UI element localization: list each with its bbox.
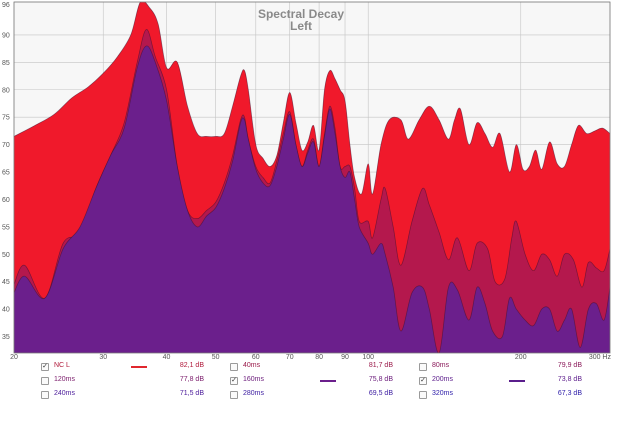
legend-value: 77,8 dB (179, 376, 204, 383)
y-tick-label: 55 (2, 224, 10, 231)
legend-checkbox[interactable]: ✓ (230, 377, 238, 385)
y-tick-label: 40 (2, 307, 10, 314)
series-areas (14, 2, 610, 353)
legend-item-280ms: 280ms 69,5 dB (227, 389, 415, 402)
legend-item-40ms: 40ms 81,7 dB (227, 361, 415, 374)
y-tick-label: 96 (2, 2, 10, 9)
legend-row: 120ms 77,8 dB ✓ 160ms 75,8 dB ✓ 200ms 73,8 dB (38, 375, 606, 388)
legend-item-120ms: 120ms 77,8 dB (38, 375, 226, 388)
legend-checkbox[interactable] (230, 363, 238, 371)
x-tick-label: 40 (163, 354, 171, 361)
plot-frame (13, 1, 611, 354)
x-tick-label: 20 (10, 354, 18, 361)
chart-subtitle: Left (290, 19, 312, 33)
x-tick-label: 90 (341, 354, 349, 361)
legend-checkbox[interactable]: ✓ (419, 377, 427, 385)
legend-value: 71,5 dB (179, 390, 204, 397)
x-tick-label: 60 (252, 354, 260, 361)
y-tick-label: 70 (2, 142, 10, 149)
legend-checkbox[interactable] (41, 391, 49, 399)
series-outline-nc-l (14, 2, 610, 195)
y-tick-label: 35 (2, 334, 10, 341)
series-area-160ms (14, 45, 610, 353)
x-tick-label: 200 (515, 354, 527, 361)
legend-value: 69,5 dB (368, 390, 393, 397)
legend-item-200ms: ✓ 200ms 73,8 dB (416, 375, 604, 388)
x-tick-label: 70 (286, 354, 294, 361)
legend-label: 280ms (243, 390, 265, 397)
legend-label: 120ms (54, 376, 76, 383)
y-tick-label: 90 (2, 32, 10, 39)
y-tick-label: 50 (2, 252, 10, 259)
legend-panel: ✓ NC L 82,1 dB 40ms 81,7 dB 80ms 79,9 dB 120ms 7… (38, 361, 606, 401)
x-tick-label: 50 (212, 354, 220, 361)
y-tick-label: 65 (2, 170, 10, 177)
legend-checkbox[interactable] (419, 363, 427, 371)
y-tick-label: 45 (2, 279, 10, 286)
legend-value: 82,1 dB (179, 362, 204, 369)
legend-label: 200ms (432, 376, 454, 383)
legend-checkbox[interactable] (230, 391, 238, 399)
x-tick-label: 80 (315, 354, 323, 361)
legend-item-160ms: ✓ 160ms 75,8 dB (227, 375, 415, 388)
series-outline-160ms (14, 45, 610, 353)
legend-value: 81,7 dB (368, 362, 393, 369)
chart-title: Spectral Decay (258, 7, 344, 21)
legend-swatch (131, 366, 147, 368)
legend-label: 80ms (432, 362, 450, 369)
legend-row: ✓ NC L 82,1 dB 40ms 81,7 dB 80ms 79,9 dB (38, 361, 606, 374)
legend-label: 240ms (54, 390, 76, 397)
legend-item-320ms: 320ms 67,3 dB (416, 389, 604, 402)
y-tick-label: 85 (2, 60, 10, 67)
x-tick-label: 100 (362, 354, 374, 361)
legend-swatch (509, 380, 525, 382)
legend-item-240ms: 240ms 71,5 dB (38, 389, 226, 402)
legend-label: 320ms (432, 390, 454, 397)
x-tick-label: 30 (99, 354, 107, 361)
legend-value: 67,3 dB (557, 390, 582, 397)
legend-row: 240ms 71,5 dB 280ms 69,5 dB 320ms 67,3 dB (38, 389, 606, 402)
legend-label: 160ms (243, 376, 265, 383)
legend-label: 40ms (243, 362, 261, 369)
legend-checkbox[interactable] (419, 391, 427, 399)
legend-item-nc-l: ✓ NC L 82,1 dB (38, 361, 226, 374)
y-tick-label: 60 (2, 197, 10, 204)
y-tick-label: 75 (2, 115, 10, 122)
legend-value: 75,8 dB (368, 376, 393, 383)
y-tick-label: 80 (2, 87, 10, 94)
legend-value: 79,9 dB (557, 362, 582, 369)
legend-checkbox[interactable]: ✓ (41, 363, 49, 371)
axis-ticks: 20 30 40 50 60 70 80 90 100 200 300 Hz 96 90 85 80 75 70… (2, 2, 611, 361)
legend-label: NC L (54, 362, 70, 369)
legend-item-80ms: 80ms 79,9 dB (416, 361, 604, 374)
legend-value: 73,8 dB (557, 376, 582, 383)
legend-swatch (320, 380, 336, 382)
legend-checkbox[interactable] (41, 377, 49, 385)
x-tick-label: 300 Hz (589, 354, 612, 361)
